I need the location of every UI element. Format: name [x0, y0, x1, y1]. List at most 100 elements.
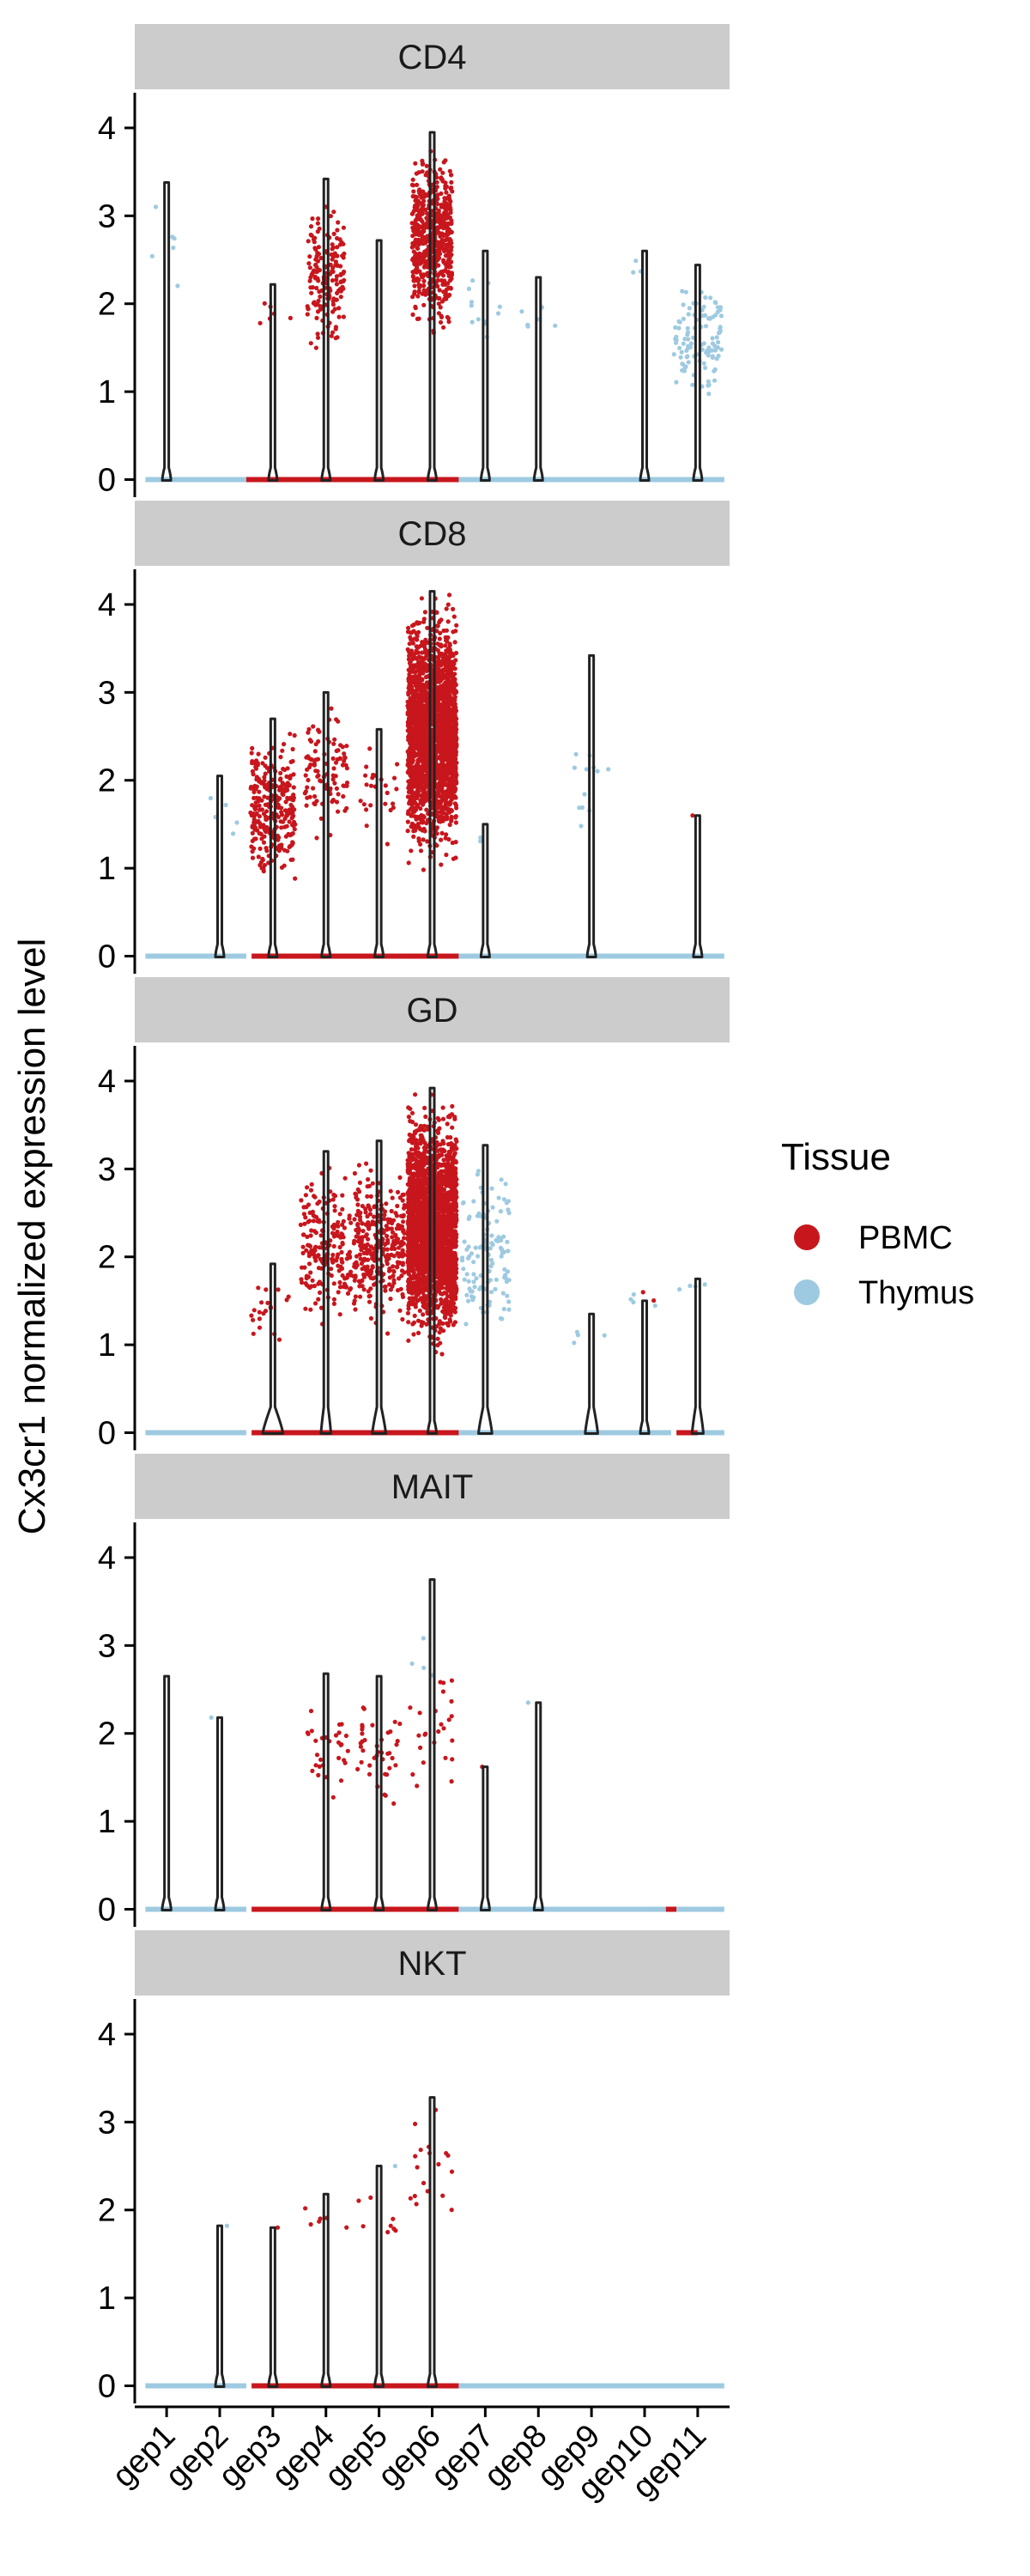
data-point	[357, 1180, 362, 1185]
data-point	[679, 349, 684, 355]
data-point	[336, 1263, 341, 1268]
data-point	[385, 1240, 390, 1245]
data-point	[444, 782, 449, 787]
data-point	[315, 221, 320, 226]
data-point	[408, 630, 413, 635]
data-point	[342, 808, 348, 813]
data-point	[405, 829, 410, 834]
data-point	[449, 778, 454, 783]
data-point	[300, 1244, 306, 1249]
data-point	[291, 772, 296, 777]
violin-gep8	[532, 276, 544, 483]
data-point	[331, 741, 336, 746]
data-point	[328, 214, 333, 219]
data-point	[395, 1225, 400, 1230]
points	[208, 592, 695, 881]
data-point	[410, 183, 416, 188]
data-point	[280, 748, 285, 753]
data-point	[441, 811, 446, 816]
data-point	[306, 726, 312, 732]
data-point	[434, 664, 439, 669]
data-point	[495, 311, 501, 316]
data-point	[307, 254, 312, 259]
data-point	[329, 1267, 334, 1272]
data-point	[257, 814, 262, 819]
data-point	[714, 335, 719, 340]
data-point	[313, 757, 318, 762]
data-point	[261, 840, 267, 845]
data-point	[370, 1265, 375, 1270]
data-point	[445, 270, 450, 275]
data-point	[419, 596, 424, 601]
data-point	[439, 692, 444, 697]
data-point	[343, 1284, 348, 1289]
data-point	[358, 799, 363, 804]
data-point	[441, 697, 446, 702]
data-point	[334, 277, 339, 283]
data-point	[330, 773, 336, 778]
data-point	[356, 1163, 361, 1168]
data-point	[407, 783, 412, 788]
data-point	[308, 1307, 313, 1312]
data-point	[347, 1249, 352, 1255]
data-point	[436, 676, 442, 682]
violin-gep7	[479, 249, 491, 483]
data-point	[357, 1252, 362, 1257]
data-point	[424, 163, 429, 168]
data-point	[302, 1265, 307, 1270]
data-point	[631, 270, 636, 275]
data-point	[175, 283, 180, 289]
data-point	[330, 278, 335, 283]
data-point	[258, 862, 263, 868]
data-point	[685, 332, 690, 337]
data-point	[313, 1244, 318, 1249]
data-point	[450, 840, 455, 846]
data-point	[391, 805, 396, 811]
data-point	[414, 203, 419, 208]
data-point	[446, 592, 452, 598]
data-point	[445, 701, 451, 706]
data-point	[417, 269, 422, 274]
data-point	[368, 1194, 373, 1199]
data-point	[413, 237, 418, 242]
zero-points-thymus	[697, 1430, 724, 1436]
data-point	[451, 614, 457, 619]
data-point	[278, 770, 283, 776]
data-point	[305, 785, 310, 790]
data-point	[332, 1204, 337, 1209]
data-point	[446, 681, 451, 686]
data-point	[678, 355, 683, 360]
data-point	[421, 254, 427, 259]
data-point	[445, 281, 451, 286]
data-point	[318, 1233, 324, 1238]
data-point	[388, 1297, 393, 1302]
violin-gep11	[692, 264, 704, 483]
data-point	[671, 352, 676, 357]
data-point	[435, 647, 440, 653]
data-point	[437, 225, 442, 230]
data-point	[385, 790, 390, 796]
data-point	[353, 1294, 358, 1299]
data-point	[361, 802, 367, 807]
data-point	[438, 1340, 443, 1346]
data-point	[302, 791, 307, 796]
data-point	[408, 711, 414, 716]
data-point	[385, 1331, 391, 1336]
data-point	[383, 801, 388, 806]
data-point	[454, 716, 459, 721]
points	[149, 149, 724, 397]
data-point	[453, 658, 458, 663]
data-point	[411, 1320, 417, 1325]
data-point	[314, 264, 319, 270]
data-point	[411, 721, 416, 726]
data-point	[441, 259, 446, 264]
data-point	[451, 606, 456, 612]
data-point	[425, 729, 430, 734]
violin-gep7	[479, 823, 491, 959]
data-point	[415, 764, 421, 770]
data-point	[391, 1273, 396, 1279]
data-point	[364, 1161, 369, 1166]
data-point	[435, 690, 440, 696]
data-point	[437, 741, 442, 746]
data-point	[706, 345, 712, 350]
